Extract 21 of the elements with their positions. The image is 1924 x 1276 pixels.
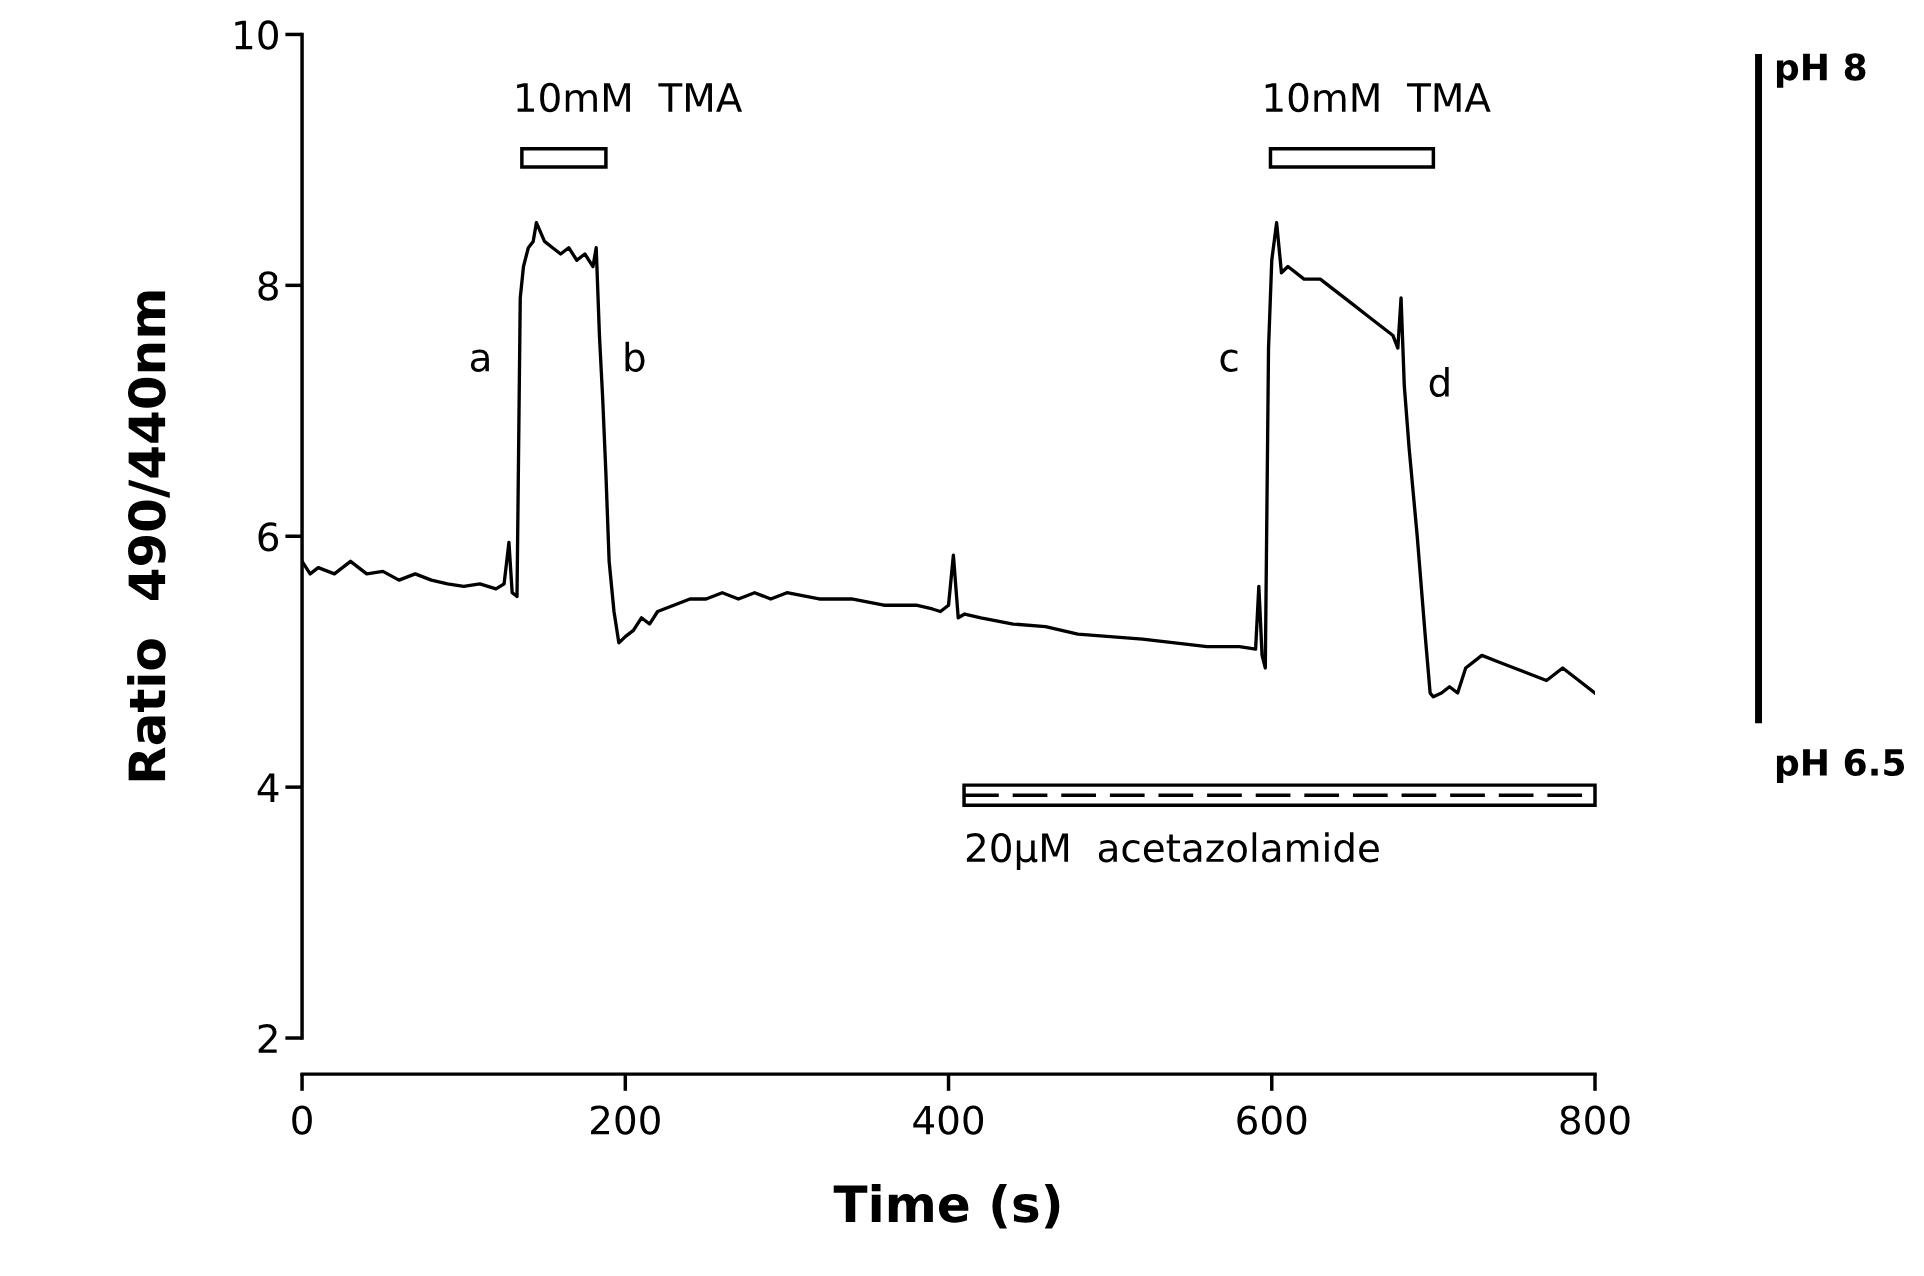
annotation: 20μM acetazolamide xyxy=(966,832,1379,870)
y-tick-label: 10 xyxy=(235,20,278,50)
y-tick-label: 4 xyxy=(257,773,279,802)
y-tick-label: 6 xyxy=(258,522,279,552)
y-tick-label: 8 xyxy=(258,271,278,301)
x-tick-label: 400 xyxy=(913,1105,984,1135)
annotation: 10mM TMA xyxy=(517,82,743,113)
annotation: b xyxy=(625,341,645,372)
annotation: 10mM TMA xyxy=(1265,82,1491,113)
x-tick-label: 800 xyxy=(1560,1105,1630,1135)
x-tick-label: 200 xyxy=(591,1105,660,1135)
y-axis-title: Ratio 490/440nm xyxy=(127,291,170,781)
y-tick-label: 2 xyxy=(258,1023,277,1053)
text: pH 6.5 xyxy=(1776,748,1905,784)
annotation: c xyxy=(1220,349,1238,372)
annotation: a xyxy=(470,349,489,372)
text: pH 8 xyxy=(1776,53,1866,88)
x-tick-label: 600 xyxy=(1237,1105,1307,1135)
annotation: d xyxy=(1429,366,1449,397)
x-axis-title: Time (s) xyxy=(833,1184,1060,1229)
x-tick-label: 0 xyxy=(292,1105,312,1135)
